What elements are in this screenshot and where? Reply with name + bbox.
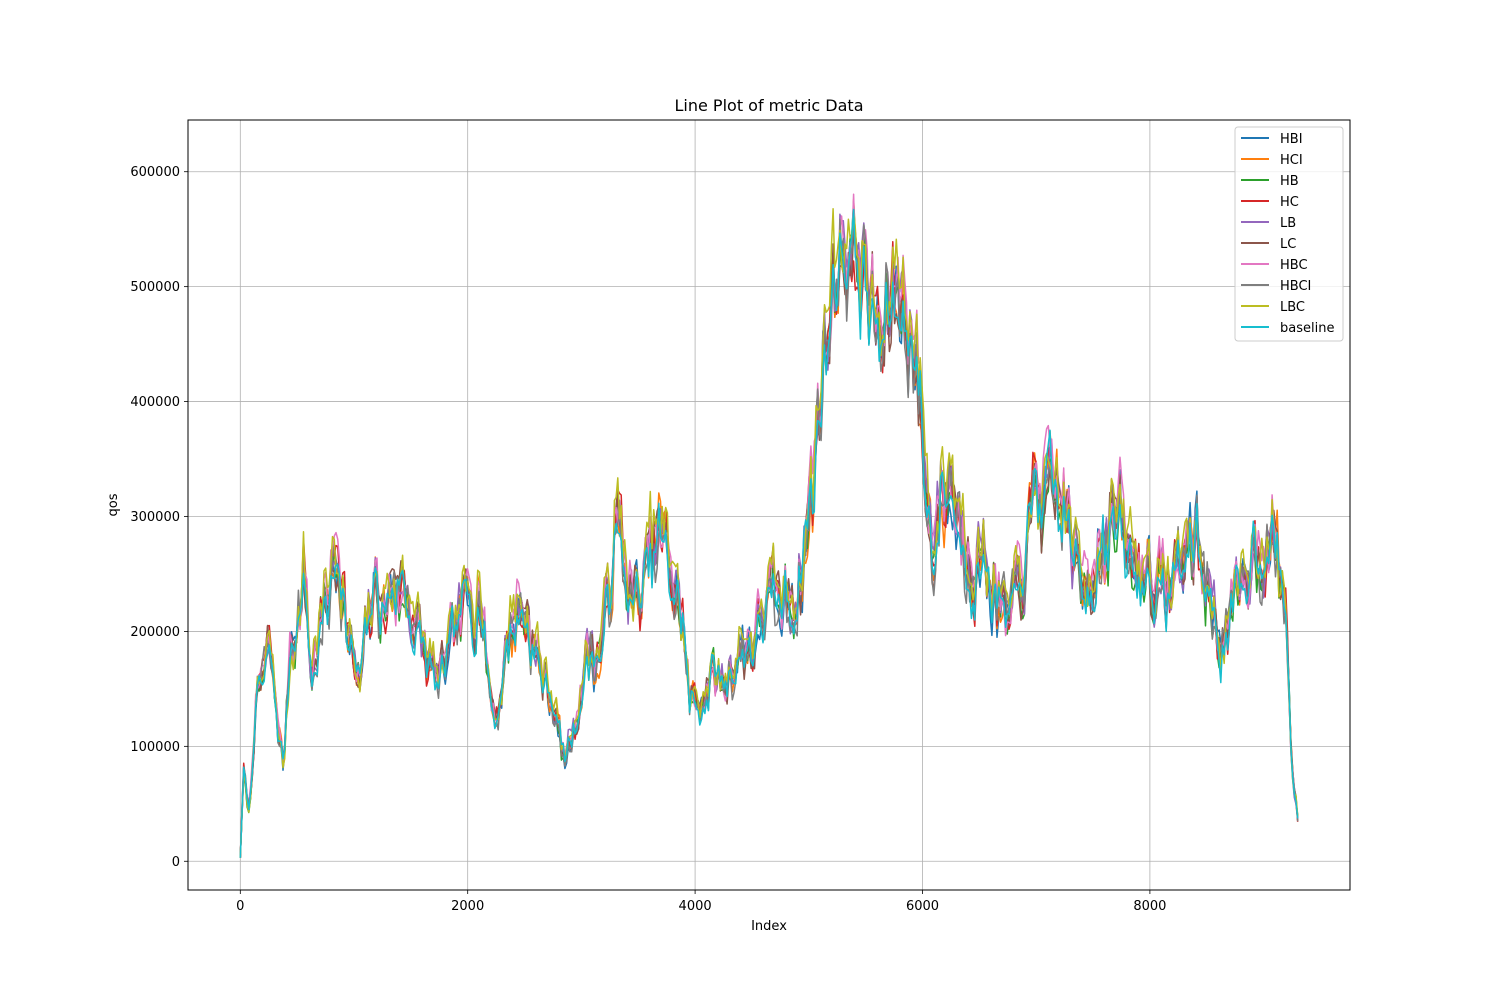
y-tick-label: 0 [172,855,180,870]
legend-entry-label: LC [1280,237,1296,252]
legend-entry-label: baseline [1280,321,1334,336]
y-tick-label: 600000 [130,165,180,180]
x-tick-label: 6000 [906,899,939,914]
series-line-LBC [239,208,1299,858]
x-axis-ticks: 0 2000 4000 6000 8000 [236,890,1166,914]
y-tick-label: 200000 [130,625,180,640]
legend-entry-label: HBC [1280,258,1308,273]
legend: HBI HCI HB HC LB LC HBC HBCI LBC baseline [1234,126,1344,342]
y-axis-label: qos [106,493,121,516]
x-tick-label: 4000 [679,899,712,914]
x-tick-label: 2000 [451,899,484,914]
legend-entry-label: HBCI [1280,279,1311,294]
legend-entry-label: HB [1280,174,1299,189]
legend-entry-label: HC [1280,195,1299,210]
x-axis-label: Index [751,919,787,934]
legend-entry-label: HCI [1280,153,1303,168]
x-tick-label: 8000 [1133,899,1166,914]
chart-title: Line Plot of metric Data [675,96,864,115]
y-axis-ticks: 0 100000 200000 300000 400000 500000 600000 [130,165,188,870]
y-tick-label: 100000 [130,740,180,755]
y-tick-label: 300000 [130,510,180,525]
plot-area-frame [187,119,1351,891]
x-tick-label: 0 [236,899,244,914]
series-line-baseline [239,208,1299,858]
y-tick-label: 400000 [130,395,180,410]
legend-entry-label: LB [1280,216,1296,231]
series-line-HBC [239,193,1299,858]
legend-entry-label: LBC [1280,300,1305,315]
y-tick-label: 500000 [130,280,180,295]
legend-entry-label: HBI [1280,132,1303,147]
plot-lines [239,193,1299,858]
